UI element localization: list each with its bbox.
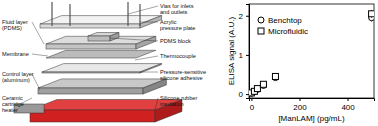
data-point — [272, 73, 278, 79]
tick-label: 200 — [293, 103, 307, 112]
diagram-label: Pressure-sensitivesilicone adhesive — [160, 69, 206, 81]
axis-line — [250, 99, 375, 102]
diagram-label-line: pressure plate — [160, 25, 195, 31]
tick-label: 2 — [239, 12, 244, 21]
tick-mark — [246, 55, 249, 56]
diagram-label-line: (PDMS) — [2, 25, 22, 31]
diagram-label-line: Thermocouple — [160, 53, 196, 59]
device-diagram: Vias for inletsand outlets Fluid layer(PD… — [2, 2, 206, 122]
leader-line — [155, 98, 158, 110]
diagram-label-line: silicone adhesive — [160, 75, 203, 81]
adhesive-top — [42, 64, 162, 72]
legend-marker — [258, 28, 264, 34]
screw — [51, 2, 52, 26]
y-axis: 0 1 2 — [239, 5, 250, 100]
tick: 2 — [239, 12, 249, 21]
diagram-label-line: (aluminum) — [2, 77, 30, 83]
diagram-label: PDMS block — [160, 38, 191, 44]
tick-mark — [246, 16, 249, 17]
pressure-plate-front — [40, 24, 140, 28]
pdms-block-front — [88, 36, 110, 41]
tick: 1 — [239, 51, 249, 60]
series — [249, 10, 374, 96]
plot-frame — [249, 4, 374, 98]
leader-line — [110, 38, 158, 41]
fluid-layer — [46, 36, 156, 49]
tick-mark — [348, 98, 349, 101]
fluid-layer-front — [46, 44, 136, 49]
adhesive — [42, 64, 162, 73]
control-layer-front — [38, 88, 143, 94]
screw — [69, 4, 70, 26]
tick-label: 400 — [341, 103, 355, 112]
tick-mark — [246, 94, 249, 95]
x-axis: 0 200 400 — [250, 98, 375, 112]
data-point — [369, 11, 374, 17]
tick: 0 — [239, 90, 249, 99]
adhesive-front — [42, 72, 140, 73]
legend-marker — [258, 17, 264, 23]
tick-label: 0 — [250, 103, 255, 112]
legend-label: Microfluidic — [268, 27, 308, 36]
leader-line — [140, 72, 158, 73]
tick-label: 1 — [239, 51, 244, 60]
pdms-block — [88, 33, 119, 42]
diagram-label: Control layer(aluminum) — [2, 71, 34, 83]
control-layer — [38, 79, 166, 94]
tick: 400 — [341, 98, 355, 112]
y-axis-title: ELISA signal (A.U.) — [227, 16, 236, 85]
leader-line — [32, 22, 44, 44]
tick-mark — [251, 98, 252, 101]
legend: Benchtop Microfluidic — [258, 16, 308, 36]
diagram-label: Acrylicpressure plate — [160, 19, 195, 31]
tick-mark — [299, 98, 300, 101]
data-point — [254, 86, 260, 92]
data-point — [260, 81, 266, 87]
tick: 0 — [250, 98, 255, 112]
membrane — [46, 50, 156, 58]
diagram-label: Thermocouple — [160, 53, 196, 59]
diagram-label-line: PDMS block — [160, 38, 191, 44]
data-point — [254, 86, 260, 92]
series — [249, 14, 374, 97]
legend-label: Benchtop — [268, 16, 302, 25]
diagram-label: Membrane — [2, 51, 29, 57]
x-axis-title: [ManLAM] (pg/mL) — [278, 114, 345, 123]
adhesive-side — [140, 64, 162, 73]
fluid-layer-side — [136, 36, 156, 49]
membrane-top — [46, 50, 156, 58]
diagram-label-line: and outlets — [160, 9, 188, 15]
leader-line — [32, 54, 48, 56]
diagram-label: Silicone rubberinsulation — [160, 95, 197, 107]
leader-line — [135, 56, 158, 60]
tick: 200 — [293, 98, 307, 112]
control-layer-side — [143, 79, 166, 94]
pdms-block-side — [110, 33, 119, 42]
chart: 0 200 400 0 1 2 [ManLAM] (pg/mL) ELISA signal (… — [227, 4, 375, 123]
screw — [139, 4, 140, 26]
insulation-front — [30, 110, 155, 122]
diagram-label: Fluid layer(PDMS) — [2, 19, 28, 31]
axis-line — [246, 5, 250, 99]
diagram-label-line: Membrane — [2, 51, 29, 57]
marks — [249, 10, 374, 96]
diagram-label: Vias for inletsand outlets — [160, 3, 194, 15]
leader-line — [128, 6, 158, 14]
diagram-label-line: insulation — [160, 101, 184, 107]
pressure-plate — [40, 16, 162, 28]
pressure-plate-side — [140, 16, 162, 28]
tick-label: 0 — [239, 90, 244, 99]
diagram-label: Ceramiccartridgeheater — [2, 95, 24, 113]
diagram-label-line: heater — [2, 107, 18, 113]
leader-line — [140, 22, 158, 23]
